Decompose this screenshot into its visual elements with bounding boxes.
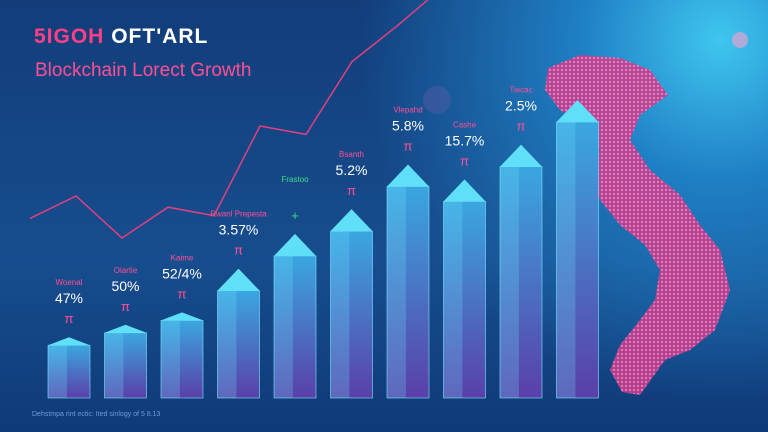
glow-orb — [732, 32, 748, 48]
value-label: 52/4% — [162, 265, 202, 281]
bar-body — [217, 290, 260, 399]
chart-subtitle: Blockchain Lorect Growth — [35, 60, 252, 81]
bar-7 — [386, 164, 430, 399]
pi-icon: π — [178, 286, 187, 301]
bar-face — [274, 255, 293, 398]
bar-body — [443, 201, 486, 399]
bar-6 — [330, 209, 373, 399]
category-label: Frastoo — [281, 175, 309, 184]
bar-face — [217, 290, 237, 398]
bar-8 — [443, 179, 486, 399]
category-label: Woenal — [56, 278, 83, 287]
bar-9 — [499, 144, 543, 399]
value-label: 15.7% — [445, 132, 485, 148]
value-label: 5.8% — [392, 117, 424, 133]
category-label: Bsanth — [339, 150, 364, 159]
category-label: Oiartie — [114, 266, 138, 275]
bar-body — [556, 121, 599, 399]
value-label: 47% — [55, 290, 83, 306]
bar-cap — [387, 164, 429, 187]
bar-face — [556, 122, 576, 398]
bar-cap — [104, 324, 147, 333]
pi-icon: π — [234, 243, 243, 258]
bar-face — [443, 201, 463, 398]
pi-icon: π — [404, 138, 413, 153]
bar-10 — [556, 100, 599, 399]
bar-4 — [217, 268, 260, 399]
bar-3 — [160, 312, 204, 399]
bar-face — [387, 186, 406, 398]
plus-icon: + — [291, 208, 299, 223]
bar-cap — [48, 337, 90, 346]
bar-cap — [443, 179, 486, 202]
bar-face — [48, 345, 67, 398]
bar-5 — [273, 233, 317, 399]
bar-1 — [47, 337, 91, 399]
bar-body — [47, 344, 91, 399]
bar-cap — [274, 233, 316, 256]
pi-icon: π — [460, 153, 469, 168]
bar-cap — [556, 100, 599, 122]
pi-icon: π — [65, 311, 74, 326]
pi-icon: π — [121, 299, 130, 314]
value-label: 50% — [111, 278, 139, 294]
bar-cap — [217, 268, 260, 291]
value-label: 2.5% — [505, 98, 537, 114]
bar-body — [499, 166, 543, 399]
value-label: 3.57% — [219, 222, 259, 238]
category-label: Vlepahd — [393, 105, 422, 114]
bar-body — [330, 230, 373, 399]
bar-face — [500, 166, 519, 398]
category-label: Kaime — [171, 253, 194, 262]
value-label: 5.2% — [336, 162, 368, 178]
bar-cap — [500, 144, 542, 167]
footer-note: Dehstmpa rint ectic: Ited sinlogy of 5 8… — [32, 411, 161, 418]
glow-orb — [423, 86, 451, 114]
vietnam-map — [545, 55, 730, 395]
pi-icon: π — [517, 119, 526, 134]
bar-cap — [161, 312, 203, 321]
title-part-1: 5IGOH — [34, 25, 105, 48]
pi-icon: π — [347, 183, 356, 198]
bar-2 — [104, 324, 147, 399]
bar-cap — [330, 209, 373, 232]
bar-face — [161, 320, 180, 398]
bar-face — [330, 231, 350, 398]
category-label: Cashe — [453, 120, 477, 129]
page-title: 5IGOH OFT'ARL — [34, 25, 208, 49]
bar-body — [386, 186, 430, 399]
bar-body — [273, 255, 317, 399]
category-label: Rwanl Prepesta — [210, 210, 267, 219]
bar-body — [160, 320, 204, 399]
bar-face — [104, 332, 124, 398]
trend-line — [29, 0, 429, 239]
category-label: Tiecac — [509, 86, 532, 95]
title-part-2: OFT'ARL — [111, 25, 209, 48]
